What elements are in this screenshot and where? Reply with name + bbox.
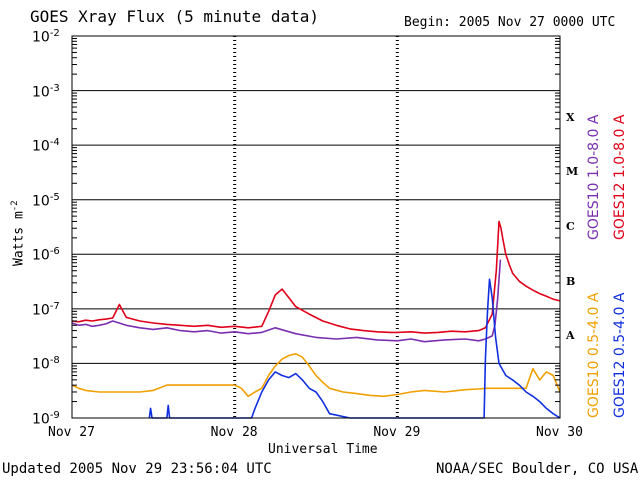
legend-item: GOES10 0.5-4.0 A <box>586 292 602 418</box>
axis-ticks <box>72 37 560 403</box>
legend-item: GOES12 0.5-4.0 A <box>612 292 628 418</box>
y-tick-label: 10-4 <box>32 137 60 155</box>
grid <box>72 90 560 364</box>
chart-title: GOES Xray Flux (5 minute data) <box>30 7 319 26</box>
series-line-goes12-1-0-8-0-a <box>71 220 561 334</box>
x-axis-label: Universal Time <box>268 442 378 457</box>
credit-label: NOAA/SEC Boulder, CO USA <box>436 461 639 477</box>
flare-class-x: X <box>566 110 575 124</box>
legend-item: GOES10 1.0-8.0 A <box>586 114 602 240</box>
legend-item: GOES12 1.0-8.0 A <box>612 114 628 240</box>
y-tick-label: 10-8 <box>32 355 60 374</box>
flare-class-c: C <box>566 220 575 233</box>
y-axis-label: Watts m-2 <box>10 200 27 266</box>
series-line-goes10-0-5-4-0-a <box>71 353 561 398</box>
x-tick-label: Nov 27 <box>48 425 95 440</box>
series-line-goes12-0-5-4-0-a <box>148 278 561 419</box>
flare-class-m: M <box>566 165 579 179</box>
updated-label: Updated 2005 Nov 29 23:56:04 UTC <box>2 461 272 477</box>
series-line-goes10-1-0-8-0-a <box>71 259 502 343</box>
series-group <box>71 220 561 419</box>
flare-class-b: B <box>566 274 576 288</box>
x-tick-label: Nov 28 <box>210 425 258 440</box>
plot-frame <box>71 35 561 419</box>
y-tick-label: 10-6 <box>32 246 60 264</box>
x-tick-label: Nov 29 <box>373 425 421 440</box>
y-tick-label: 10-9 <box>32 410 60 428</box>
begin-label: Begin: 2005 Nov 27 0000 UTC <box>404 15 616 30</box>
y-tick-label: 10-3 <box>32 82 60 101</box>
day-lines <box>233 36 399 418</box>
y-tick-label: 10-5 <box>32 191 60 210</box>
y-tick-label: 10-7 <box>32 300 60 319</box>
x-tick-label: Nov 30 <box>536 425 583 440</box>
flare-class-a: A <box>566 329 575 343</box>
y-tick-label: 10-2 <box>32 28 60 46</box>
